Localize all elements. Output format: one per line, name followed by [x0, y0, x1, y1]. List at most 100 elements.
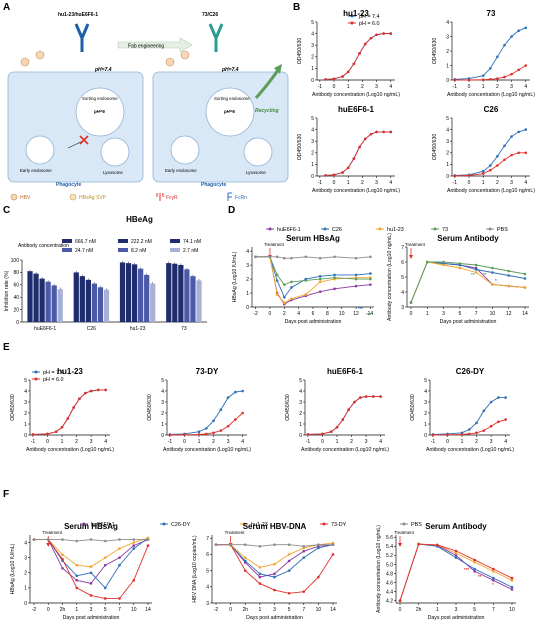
- data-point: [204, 432, 208, 436]
- data-point: [510, 72, 513, 76]
- x-tick-label: 1: [61, 439, 64, 445]
- data-point: [481, 170, 485, 173]
- data-point: [89, 565, 93, 569]
- chart-title: C26: [484, 105, 499, 114]
- series-line-ph-6-0: [325, 131, 391, 176]
- data-point: [425, 260, 429, 264]
- data-point: [304, 255, 308, 259]
- legend-fcgr: FcγR: [166, 195, 178, 201]
- data-point: [258, 572, 262, 576]
- data-point: [258, 582, 262, 585]
- data-point: [341, 171, 344, 174]
- x-tick-label: 1: [461, 439, 464, 445]
- ph-surface-right: pH=7.4: [221, 67, 239, 73]
- legend-c-title: Antibody concentration: [18, 243, 69, 249]
- data-point: [241, 389, 244, 393]
- series-line-c26: [410, 261, 526, 303]
- x-tick-label: 12: [353, 311, 359, 317]
- data-point: [442, 263, 445, 267]
- data-point: [287, 569, 291, 572]
- sig-star-f2: **: [478, 574, 482, 579]
- data-point: [241, 411, 244, 415]
- data-point: [197, 433, 201, 436]
- y-tick-label: 2: [299, 411, 302, 417]
- data-point: [89, 389, 93, 393]
- data-point: [510, 135, 513, 138]
- y-tick-label: 1: [311, 162, 314, 168]
- data-point: [431, 433, 435, 437]
- series-line-hue6f6-1: [34, 539, 149, 584]
- x-tick-label: 14: [145, 607, 151, 613]
- data-point: [510, 588, 514, 591]
- data-point: [212, 419, 215, 423]
- sig-star-d1: ***: [358, 306, 363, 311]
- data-point: [497, 396, 500, 399]
- data-point: [409, 301, 413, 304]
- data-point: [358, 52, 361, 55]
- series-line-ph-7-4: [307, 396, 381, 435]
- data-point: [517, 29, 520, 32]
- data-point: [287, 591, 291, 595]
- x-tick-label: -1: [318, 84, 323, 90]
- y-axis-label: Antibody concentration (Log10 ng/mL): [376, 525, 382, 613]
- panel-letter-a: A: [3, 2, 10, 13]
- y-tick-label: 4: [299, 389, 302, 395]
- y-tick-label: 2: [311, 151, 314, 157]
- legend-label: C26: [332, 227, 342, 233]
- data-point: [475, 421, 478, 425]
- x-tick-label: 3: [442, 311, 445, 317]
- x-tick-label: 2: [283, 311, 286, 317]
- data-point: [219, 429, 223, 432]
- y-tick-label: 0: [311, 174, 314, 180]
- data-point: [75, 586, 79, 590]
- y-tick-label: 100: [11, 258, 20, 264]
- x-tick-label: 4: [297, 311, 300, 317]
- data-point: [398, 599, 402, 603]
- y-tick-label: 4: [161, 389, 164, 395]
- data-point: [273, 575, 276, 579]
- chart-title: 73: [487, 9, 496, 18]
- data-point: [333, 273, 336, 277]
- data-point: [517, 151, 520, 155]
- data-point: [333, 287, 336, 291]
- x-tick-label: 2: [496, 180, 499, 186]
- y-tick-label: 3: [311, 43, 314, 49]
- x-tick-label: 2: [475, 439, 478, 445]
- chart-title: hu1-23: [57, 367, 83, 376]
- x-tick-label: 8: [326, 311, 329, 317]
- x-axis-label: Antibody concentration (Log10 ng/mL): [447, 92, 535, 98]
- y-tick-label: 2: [24, 571, 27, 577]
- x-tick-label: 0: [321, 439, 324, 445]
- data-point: [510, 579, 514, 582]
- data-point: [496, 154, 499, 158]
- y-tick-label: 4: [446, 20, 449, 26]
- y-tick-label: 5: [424, 378, 427, 384]
- x-tick-label: 5: [104, 607, 107, 613]
- data-point: [275, 279, 279, 282]
- data-point: [89, 538, 93, 541]
- legend-fcrn: FcRn: [235, 195, 247, 201]
- treatment-label: Treatment: [42, 530, 63, 535]
- data-point: [458, 262, 462, 265]
- series-line-ph-6-0: [32, 389, 106, 435]
- data-point: [354, 284, 358, 288]
- y-tick-label: 2: [311, 55, 314, 61]
- legend-marker: [82, 522, 86, 526]
- x-tick-label: 4: [379, 439, 382, 445]
- significance-d: *** *** ** ** *: [358, 272, 497, 317]
- bar: [39, 278, 45, 322]
- data-point: [488, 164, 492, 167]
- early-endosome-left-label: Early endosome: [20, 168, 52, 173]
- data-point: [89, 582, 93, 585]
- data-point: [146, 544, 150, 547]
- data-point: [507, 269, 511, 273]
- x-tick-label: 2h: [242, 607, 248, 613]
- data-point: [353, 400, 356, 404]
- data-point: [475, 431, 478, 435]
- y-tick-label: 1: [424, 422, 427, 428]
- data-point: [302, 590, 306, 593]
- data-point: [318, 290, 322, 293]
- data-point: [517, 130, 520, 134]
- data-point: [375, 130, 378, 134]
